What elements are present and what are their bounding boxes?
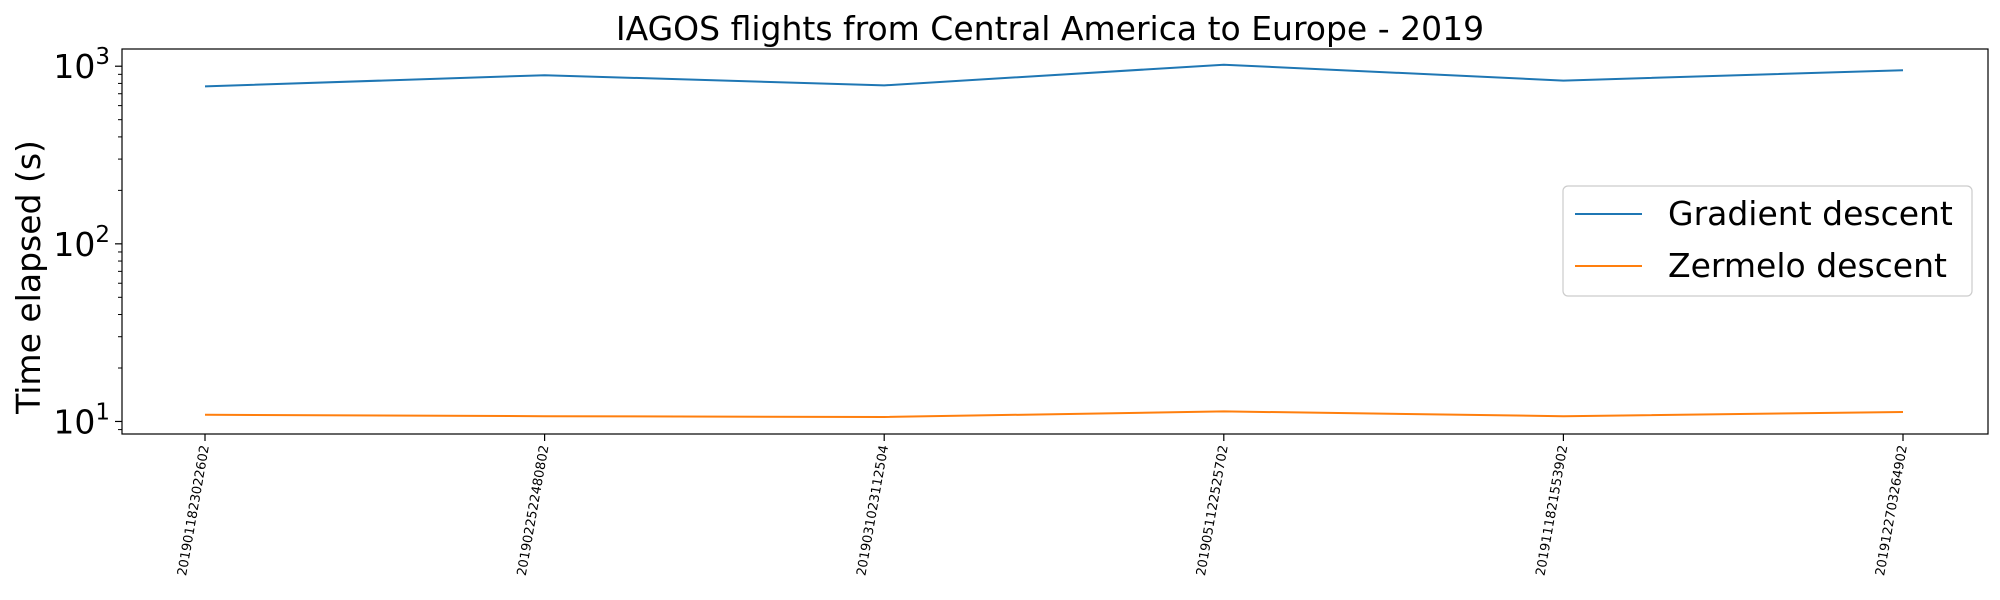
x-tick-label: 2019111821553902 — [1534, 444, 1572, 577]
x-tick-label: 2019011823022602 — [175, 444, 213, 577]
legend-box — [1562, 185, 1973, 297]
x-tick-label: 2019022522480802 — [515, 444, 553, 577]
legend-label: Gradient descent — [1668, 194, 1953, 233]
legend: Gradient descent Zermelo descent — [1562, 185, 1973, 297]
plot-area: 101 102 103 2019011823022602 201902252248080… — [53, 44, 1989, 577]
x-tick-label: 2019122703264902 — [1873, 444, 1911, 577]
y-axis-label: Time elapsed (s) — [9, 140, 48, 415]
x-tick-label: 2019051122525702 — [1194, 444, 1232, 577]
series-line-gradient-descent — [204, 63, 1904, 88]
series-line-zermelo-descent — [204, 410, 1904, 418]
chart-title: IAGOS flights from Central America to Eu… — [616, 9, 1484, 48]
x-tick-label: 2019031023112504 — [854, 444, 892, 577]
y-tick-label: 103 — [53, 44, 110, 86]
legend-label: Zermelo descent — [1668, 246, 1947, 285]
y-tick-label: 102 — [53, 222, 110, 264]
y-tick-label: 101 — [53, 399, 110, 441]
axes-frame — [121, 48, 1989, 435]
